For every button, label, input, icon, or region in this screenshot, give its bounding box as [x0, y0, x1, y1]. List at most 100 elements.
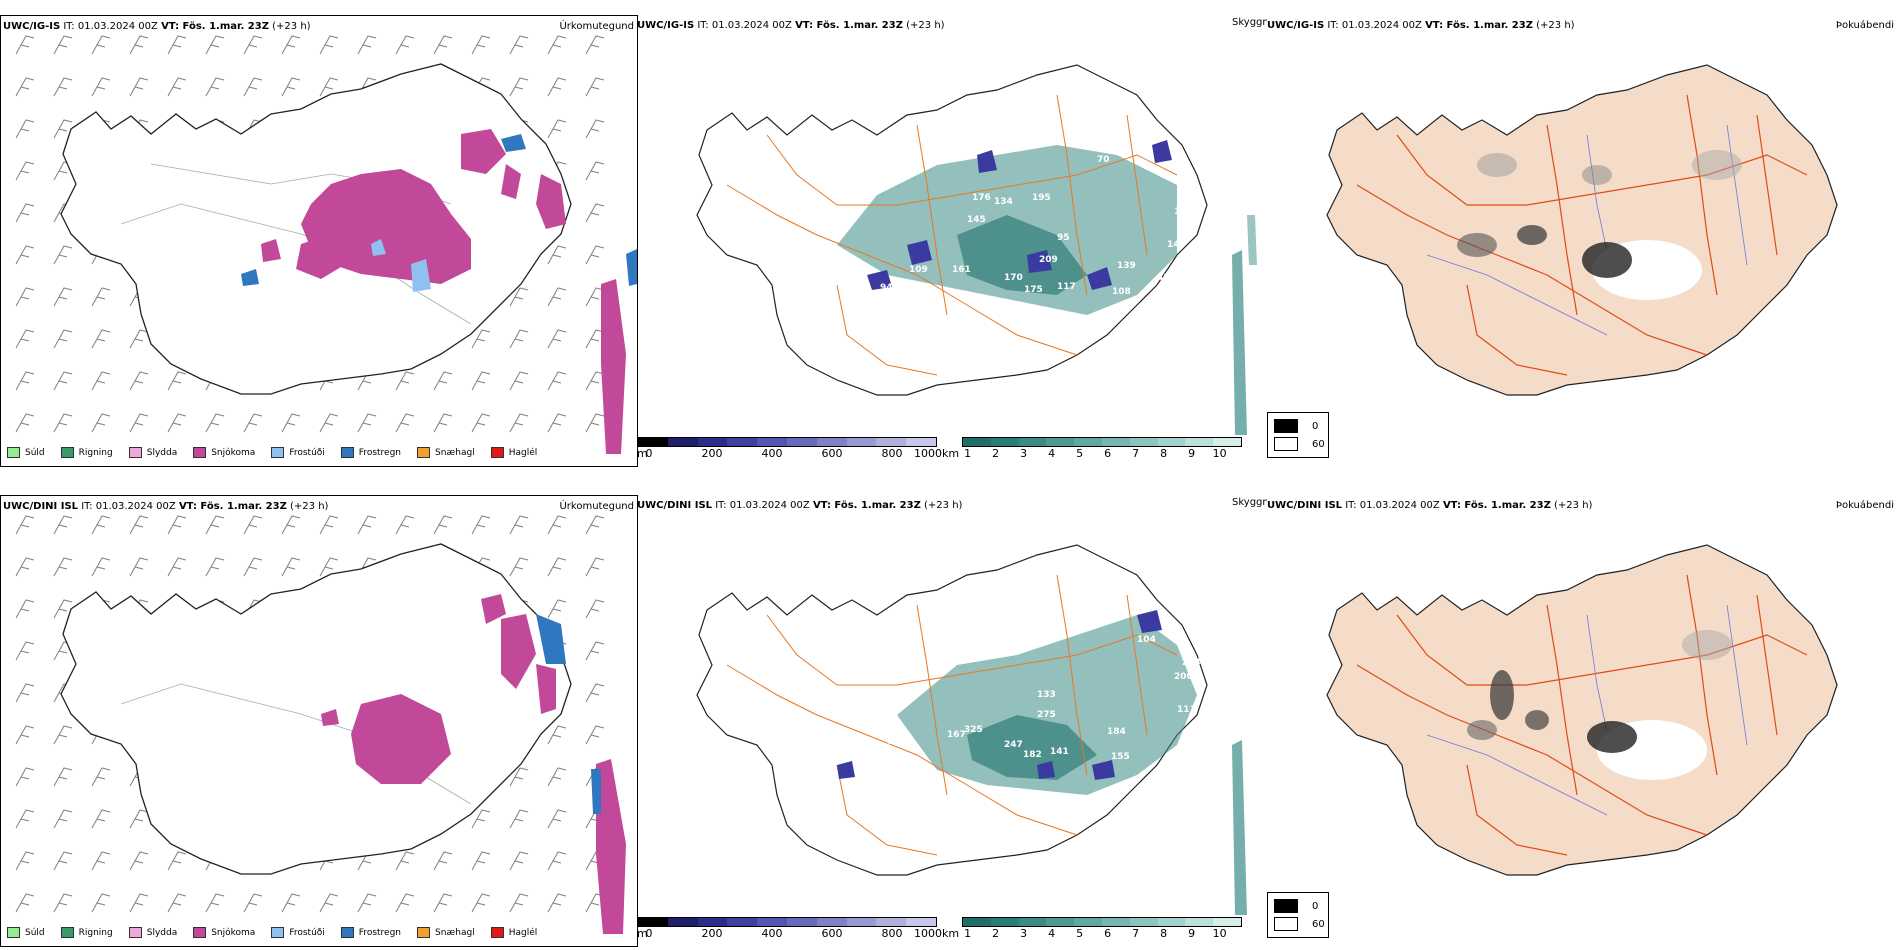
wind-barb — [471, 35, 491, 55]
peak-label: 175 — [1024, 285, 1043, 295]
colorbar-segment — [1046, 918, 1075, 926]
wind-barb — [509, 287, 529, 307]
wind-barb — [15, 515, 35, 535]
wind-barb — [547, 893, 567, 913]
wind-barb — [167, 35, 187, 55]
wind-barb — [395, 371, 415, 391]
peak-label: 141 — [1050, 747, 1069, 757]
peak-label: 104 — [1137, 635, 1156, 645]
wind-barb — [281, 77, 301, 97]
wind-barb — [167, 557, 187, 577]
peak-label: 170 — [1004, 273, 1023, 283]
wind-barb — [547, 77, 567, 97]
wind-barb — [129, 329, 149, 349]
wind-barb — [53, 371, 73, 391]
colorbar-tick: 800 — [881, 447, 903, 460]
colorbar-segment — [667, 918, 698, 926]
wind-barb — [53, 245, 73, 265]
colorbar-segment — [990, 918, 1019, 926]
colorbar-segment — [638, 918, 668, 926]
wind-barb — [129, 515, 149, 535]
iceland-coastline — [60, 543, 572, 875]
wind-barb — [15, 371, 35, 391]
wind-barb — [53, 809, 73, 829]
colorbar-segment — [757, 918, 787, 926]
peak-label: 176 — [867, 751, 886, 761]
colorbar-tick: 4 — [1048, 927, 1056, 940]
wind-barb — [243, 77, 263, 97]
wind-barb — [395, 35, 415, 55]
wind-barb — [585, 515, 605, 535]
wind-barb — [509, 767, 529, 787]
legend-label: Frostregn — [358, 447, 402, 458]
legend-item: Rigning — [60, 927, 113, 938]
wind-barb — [585, 413, 605, 433]
fog-map — [1326, 544, 1838, 876]
legend-swatch — [60, 447, 74, 458]
legend-label: Haglél — [508, 927, 538, 938]
wind-barb — [547, 119, 567, 139]
legend-item: Súld — [7, 927, 45, 938]
wind-barb — [509, 557, 529, 577]
colorbar-segment — [786, 918, 817, 926]
wind-barb — [243, 413, 263, 433]
wind-barb — [319, 893, 339, 913]
colorbar-segment — [1018, 438, 1047, 446]
wind-barb — [53, 725, 73, 745]
wind-barb — [91, 515, 111, 535]
wind-barb — [319, 35, 339, 55]
legend-swatch — [128, 927, 142, 938]
colorbar-tick: 0 — [645, 927, 653, 940]
legend-label: Slydda — [146, 927, 178, 938]
colorbar-tick: 600 — [821, 927, 843, 940]
wind-barb — [15, 725, 35, 745]
legend-swatch — [271, 927, 285, 938]
legend-item: Frostúði — [271, 447, 325, 458]
wind-barb — [281, 413, 301, 433]
wind-barb — [15, 809, 35, 829]
wind-barb — [547, 851, 567, 871]
cloud-base-unit: m — [637, 927, 648, 940]
wind-barb — [547, 35, 567, 55]
wind-barb — [471, 809, 491, 829]
wind-barb — [205, 557, 225, 577]
legend-label: Snæhagl — [435, 447, 475, 458]
wind-barb — [129, 413, 149, 433]
peak-label: 108 — [1112, 287, 1131, 297]
colorbar-tick: 7 — [1132, 447, 1140, 460]
peak-label: 182 — [1023, 750, 1042, 760]
legend-item: Snjókoma — [193, 447, 255, 458]
legend-swatch — [340, 927, 354, 938]
wind-barb — [91, 413, 111, 433]
cloud-base-unit: m — [637, 447, 648, 460]
colorbar-tick: 4 — [1048, 447, 1056, 460]
wind-barb — [15, 767, 35, 787]
colorbar-segment — [963, 918, 991, 926]
panel-title: Úrkomutegund — [559, 21, 634, 32]
wind-barb — [243, 35, 263, 55]
wind-barb-map — [15, 35, 637, 454]
panel-header: UWC/IG-IS IT: 01.03.2024 00Z VT: Fös. 1.… — [3, 21, 311, 32]
wind-barb — [167, 413, 187, 433]
colorbar-tick: 5 — [1076, 927, 1084, 940]
colorbar-segment — [727, 918, 758, 926]
iceland-coastline — [1326, 544, 1838, 876]
wind-barb — [509, 329, 529, 349]
panel-title: Þokuábendi — [1835, 20, 1894, 31]
wind-barb — [91, 809, 111, 829]
legend-label: Snjókoma — [211, 927, 256, 938]
legend-label: Frostúði — [289, 447, 325, 458]
wind-barb — [53, 329, 73, 349]
wind-barb — [15, 119, 35, 139]
panel-header: UWC/DINI ISL IT: 01.03.2024 00Z VT: Fös.… — [3, 501, 329, 512]
wind-barb — [205, 515, 225, 535]
visibility-unit: km — [942, 447, 960, 460]
colorbar-tick: 9 — [1188, 927, 1196, 940]
wind-barb — [243, 893, 263, 913]
wind-barb — [395, 893, 415, 913]
legend-item: Súld — [7, 447, 45, 458]
colorbar-segment — [816, 438, 847, 446]
visibility-map — [696, 544, 1247, 915]
wind-barb — [509, 413, 529, 433]
colorbar-segment — [1213, 918, 1241, 926]
